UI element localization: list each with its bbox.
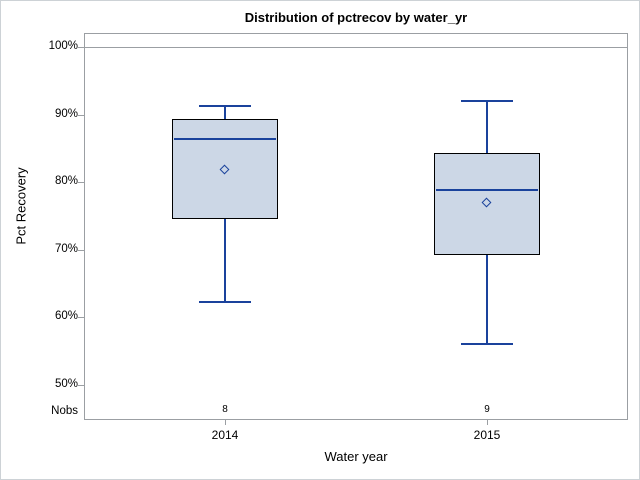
- y-tick-mark: [78, 114, 84, 116]
- y-tick-label: 50%: [54, 378, 78, 390]
- median-line: [174, 137, 276, 140]
- lower-whisker-cap: [199, 300, 251, 303]
- upper-whisker-cap: [199, 104, 251, 107]
- y-tick-mark: [78, 47, 84, 48]
- y-tick-mark: [78, 182, 84, 184]
- upper-whisker-line: [224, 105, 226, 119]
- x-category-label: 2014: [211, 428, 239, 442]
- nobs-value: 9: [484, 404, 490, 415]
- plot-frame: [84, 33, 628, 420]
- x-category-label: 2015: [473, 428, 501, 442]
- median-line: [436, 189, 538, 192]
- upper-whisker-line: [486, 101, 488, 154]
- chart-title: Distribution of pctrecov by water_yr: [244, 10, 468, 25]
- x-tick-mark: [487, 420, 488, 425]
- y-tick-mark: [78, 317, 84, 319]
- x-axis-title: Water year: [324, 449, 388, 464]
- x-tick-mark: [225, 420, 226, 425]
- box-iqr: [434, 153, 540, 256]
- lower-whisker-line: [224, 218, 226, 302]
- y-tick-label: 60%: [54, 310, 78, 323]
- y-tick-mark: [78, 249, 84, 251]
- reference-line-100pct: [84, 47, 628, 48]
- y-tick-label: 80%: [54, 175, 78, 188]
- lower-whisker-line: [486, 255, 488, 345]
- y-tick-label: 90%: [54, 107, 78, 120]
- upper-whisker-cap: [461, 100, 513, 103]
- y-tick-label: 70%: [54, 242, 78, 255]
- y-axis-title: Pct Recovery: [13, 167, 29, 245]
- lower-whisker-cap: [461, 343, 513, 346]
- y-tick-label: 100%: [48, 40, 78, 52]
- nobs-value: 8: [222, 404, 228, 415]
- y-tick-mark: [78, 385, 84, 386]
- nobs-row-label: Nobs: [51, 405, 78, 417]
- box-iqr: [172, 118, 278, 219]
